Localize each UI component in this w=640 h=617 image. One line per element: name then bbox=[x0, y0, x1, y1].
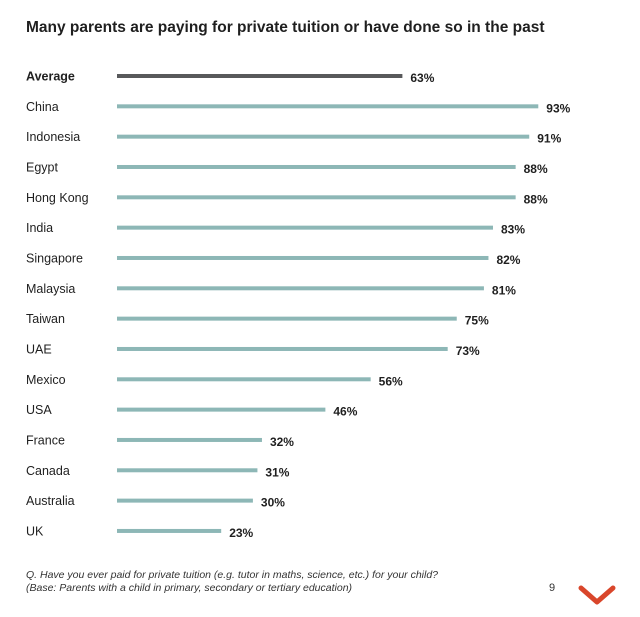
category-label-taiwan: Taiwan bbox=[26, 312, 65, 326]
category-label-mexico: Mexico bbox=[26, 373, 66, 387]
page-number: 9 bbox=[549, 582, 556, 594]
bar-australia bbox=[117, 498, 253, 503]
value-label-indonesia: 91% bbox=[537, 132, 561, 146]
bar-hong-kong bbox=[117, 195, 516, 200]
category-label-average: Average bbox=[26, 70, 75, 84]
value-label-france: 32% bbox=[270, 435, 294, 449]
category-label-malaysia: Malaysia bbox=[26, 282, 75, 296]
value-label-egypt: 88% bbox=[524, 162, 548, 176]
bar-uk bbox=[117, 528, 222, 533]
value-label-taiwan: 75% bbox=[465, 314, 489, 328]
category-label-china: China bbox=[26, 100, 59, 114]
category-label-india: India bbox=[26, 221, 53, 235]
category-label-singapore: Singapore bbox=[26, 251, 83, 265]
bar-taiwan bbox=[117, 316, 457, 321]
value-label-canada: 31% bbox=[265, 465, 289, 479]
value-label-usa: 46% bbox=[333, 405, 357, 419]
bar-mexico bbox=[117, 377, 371, 382]
footnote-question: Q. Have you ever paid for private tuitio… bbox=[26, 569, 439, 581]
value-label-malaysia: 81% bbox=[492, 283, 516, 297]
bar-usa bbox=[117, 407, 326, 412]
chevron-down-icon bbox=[578, 585, 616, 605]
value-label-average: 63% bbox=[410, 71, 434, 85]
category-label-australia: Australia bbox=[26, 494, 75, 508]
bar-china bbox=[117, 104, 539, 109]
bar-india bbox=[117, 225, 493, 230]
bar-canada bbox=[117, 468, 258, 473]
category-label-egypt: Egypt bbox=[26, 160, 58, 174]
footnote-base: (Base: Parents with a child in primary, … bbox=[26, 582, 353, 594]
category-label-hong-kong: Hong Kong bbox=[26, 191, 89, 205]
category-label-indonesia: Indonesia bbox=[26, 130, 80, 144]
bar-chart: Average 63% China 93% Indonesia 91% Egypt 88% Ho… bbox=[26, 70, 571, 540]
bar-average bbox=[117, 74, 403, 78]
category-label-uae: UAE bbox=[26, 342, 52, 356]
value-label-china: 93% bbox=[546, 101, 570, 115]
value-label-uae: 73% bbox=[456, 344, 480, 358]
bar-malaysia bbox=[117, 286, 484, 291]
value-label-australia: 30% bbox=[261, 496, 285, 510]
category-label-france: France bbox=[26, 433, 65, 447]
value-label-singapore: 82% bbox=[496, 253, 520, 267]
bar-uae bbox=[117, 346, 448, 351]
category-label-uk: UK bbox=[26, 524, 44, 538]
footnote: Q. Have you ever paid for private tuitio… bbox=[26, 569, 438, 595]
value-label-hong-kong: 88% bbox=[524, 192, 548, 206]
value-label-uk: 23% bbox=[229, 526, 253, 540]
value-label-india: 83% bbox=[501, 223, 525, 237]
bar-france bbox=[117, 437, 262, 442]
bar-indonesia bbox=[117, 134, 530, 139]
category-label-usa: USA bbox=[26, 403, 52, 417]
category-label-canada: Canada bbox=[26, 464, 70, 478]
value-label-mexico: 56% bbox=[379, 374, 403, 388]
bar-singapore bbox=[117, 255, 489, 260]
bar-egypt bbox=[117, 164, 516, 169]
chart-title: Many parents are paying for private tuit… bbox=[26, 19, 545, 36]
